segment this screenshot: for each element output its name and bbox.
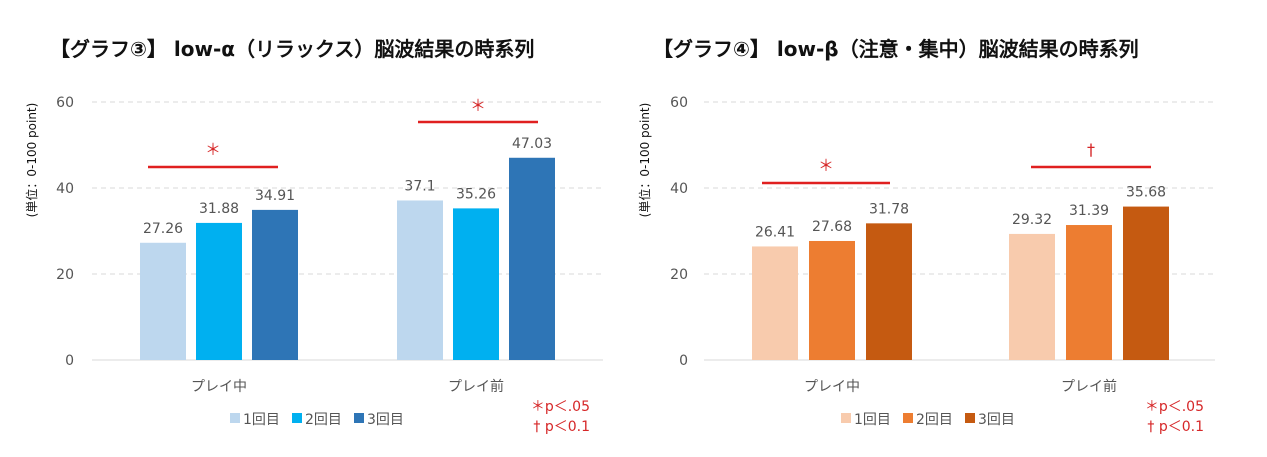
legend-entry: 1回目 xyxy=(854,412,891,428)
y-tick-label: 0 xyxy=(65,353,74,369)
category-label: プレイ中 xyxy=(804,379,860,395)
y-axis-label: (単位：0-100 point) xyxy=(24,103,39,218)
legend-entry: 3回目 xyxy=(978,412,1015,428)
category-label: プレイ前 xyxy=(1061,378,1117,395)
bar xyxy=(752,246,798,360)
legend-entry: 1回目 xyxy=(243,412,280,428)
y-tick-label: 40 xyxy=(56,181,74,197)
legend-entry: 2回目 xyxy=(305,412,342,428)
bar xyxy=(509,157,555,360)
bar xyxy=(1066,225,1112,360)
significance-note: † p＜0.1 xyxy=(533,419,590,435)
legend-swatch xyxy=(292,413,302,423)
bar xyxy=(1009,233,1055,360)
data-label: 35.68 xyxy=(1126,185,1166,201)
data-label: 29.32 xyxy=(1012,212,1052,228)
data-label: 31.88 xyxy=(199,201,239,217)
y-tick-label: 20 xyxy=(670,267,688,283)
chart-1: 【グラフ③】 low-α（リラックス）脳波結果の時系列 (単位：0-100 poi… xyxy=(24,37,603,435)
bar xyxy=(397,200,443,360)
y-axis-label: (単位：0-100 point) xyxy=(637,103,652,218)
significance-note: ＊p＜.05 xyxy=(1145,399,1204,415)
chart-title: 【グラフ④】 low-β（注意・集中）脳波結果の時系列 xyxy=(653,37,1139,61)
data-label: 27.68 xyxy=(812,219,852,235)
significance-note: ＊p＜.05 xyxy=(531,399,590,415)
bar xyxy=(196,222,242,360)
chart-title: 【グラフ③】 low-α（リラックス）脳波結果の時系列 xyxy=(50,37,534,61)
legend-swatch xyxy=(841,413,851,423)
y-tick-label: 20 xyxy=(56,267,74,283)
data-label: 31.39 xyxy=(1069,203,1109,219)
data-label: 26.41 xyxy=(755,224,795,240)
data-label: 27.26 xyxy=(143,221,183,237)
legend-swatch xyxy=(354,413,364,423)
y-tick-label: 40 xyxy=(670,181,688,197)
bar xyxy=(252,209,298,360)
data-label: 31.78 xyxy=(869,201,909,217)
bar xyxy=(866,223,912,360)
significance-mark: ＊ xyxy=(470,96,486,115)
data-label: 35.26 xyxy=(456,186,496,202)
category-label: プレイ前 xyxy=(448,378,504,395)
bar xyxy=(1123,206,1169,360)
y-tick-label: 60 xyxy=(56,95,74,111)
significance-mark: ＊ xyxy=(818,156,834,175)
legend-entry: 2回目 xyxy=(916,412,953,428)
data-label: 34.91 xyxy=(255,188,295,204)
y-tick-label: 60 xyxy=(670,95,688,111)
data-label: 47.03 xyxy=(512,136,552,152)
significance-mark: ＊ xyxy=(205,140,221,159)
legend-swatch xyxy=(903,413,913,423)
bar xyxy=(140,242,186,360)
category-label: プレイ中 xyxy=(191,379,247,395)
y-tick-label: 0 xyxy=(679,353,688,369)
legend-entry: 3回目 xyxy=(367,412,404,428)
bar xyxy=(453,208,499,360)
significance-mark: † xyxy=(1087,140,1095,159)
chart-2: 【グラフ④】 low-β（注意・集中）脳波結果の時系列 (単位：0-100 poi… xyxy=(637,37,1215,435)
significance-note: † p＜0.1 xyxy=(1147,419,1204,435)
legend-swatch xyxy=(230,413,240,423)
legend-swatch xyxy=(965,413,975,423)
data-label: 37.1 xyxy=(404,178,435,194)
bar xyxy=(809,240,855,360)
